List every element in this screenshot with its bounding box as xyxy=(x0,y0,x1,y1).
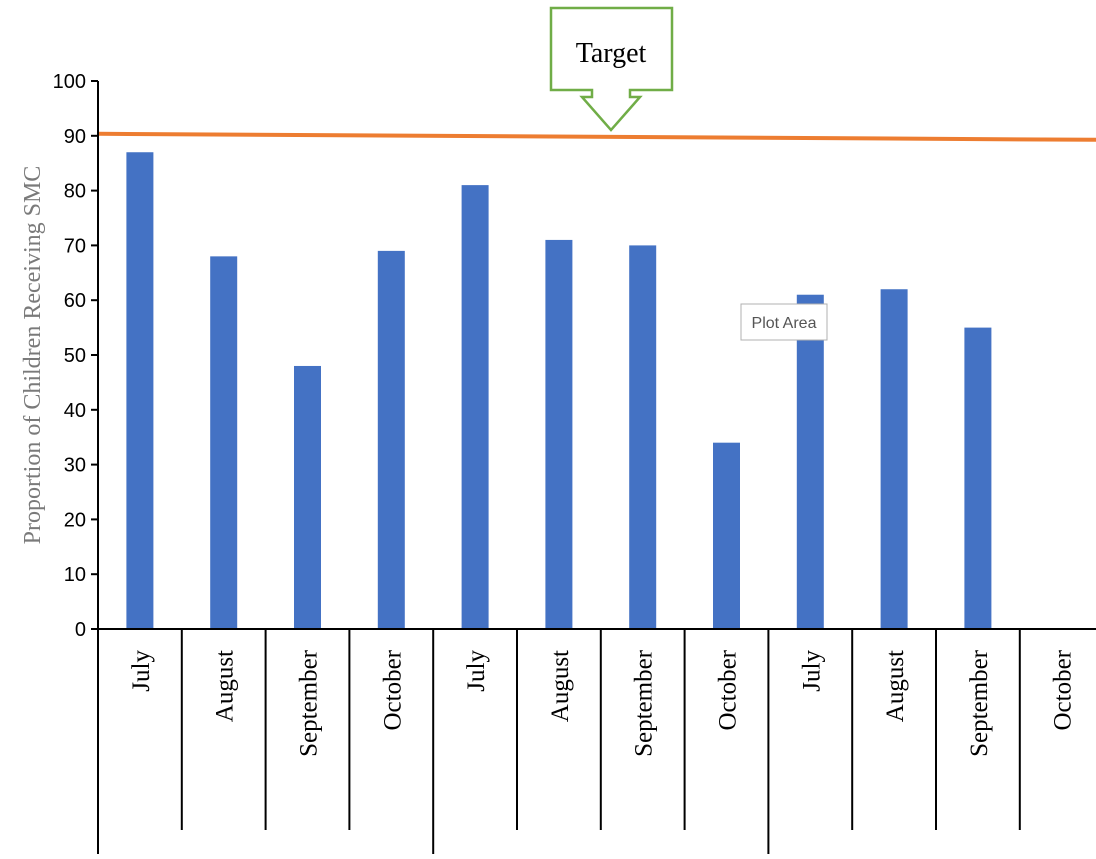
plot-area-tooltip-text: Plot Area xyxy=(752,315,817,332)
x-tick-label-october-12: October xyxy=(1050,649,1077,730)
x-tick-label-october-8: October xyxy=(715,649,742,730)
bar-september-11 xyxy=(964,327,992,629)
y-tick-label-50: 50 xyxy=(64,345,86,367)
y-tick-label-0: 0 xyxy=(75,619,86,641)
y-axis-label: Proportion of Children Receiving SMC xyxy=(20,166,46,545)
x-tick-label-october-4: October xyxy=(379,649,406,730)
y-tick-label-100: 100 xyxy=(53,71,86,93)
y-tick-label-70: 70 xyxy=(64,235,86,257)
y-tick-label-10: 10 xyxy=(64,564,86,586)
y-tick-label-90: 90 xyxy=(64,126,86,148)
plot-area-tooltip-box xyxy=(740,303,828,341)
bar-september-3 xyxy=(294,365,321,629)
x-tick-label-july-5: July xyxy=(463,650,490,692)
target-line xyxy=(97,131,1096,142)
x-tick-label-september-11: September xyxy=(966,649,993,757)
bar-july-5 xyxy=(461,185,489,629)
bars-layer xyxy=(126,152,992,630)
y-tick-label-80: 80 xyxy=(64,181,86,203)
target-callout: Target xyxy=(549,6,674,132)
y-tick-label-40: 40 xyxy=(64,400,86,422)
y-tick-labels: 0 10 20 30 40 50 60 70 80 90 100 xyxy=(53,71,86,641)
y-tick-label-20: 20 xyxy=(64,509,86,531)
y-tick-label-60: 60 xyxy=(64,290,86,312)
bar-september-7 xyxy=(629,245,657,629)
target-callout-shape xyxy=(549,6,674,132)
bar-august-6 xyxy=(545,239,573,630)
bar-august-2 xyxy=(210,256,238,629)
bar-october-8 xyxy=(713,442,740,629)
bar-october-4 xyxy=(377,250,405,629)
x-tick-label-august-2: August xyxy=(212,650,239,722)
bar-july-1 xyxy=(126,152,154,630)
x-tick-label-august-6: August xyxy=(547,650,574,722)
x-tick-label-july-1: July xyxy=(128,650,155,692)
target-layer xyxy=(97,131,1096,142)
x-tick-label-august-10: August xyxy=(882,650,909,722)
axis-layer xyxy=(91,80,1096,854)
bar-july-9 xyxy=(796,294,824,629)
target-label: Target xyxy=(576,38,647,69)
x-tick-label-september-3: September xyxy=(296,649,323,757)
plot-area-tooltip: Plot Area xyxy=(740,303,828,341)
x-category-labels: July August September October July August Sept… xyxy=(128,649,1077,757)
x-tick-label-september-7: September xyxy=(631,649,658,757)
x-tick-label-july-9: July xyxy=(798,650,825,692)
bar-august-10 xyxy=(880,289,908,629)
y-tick-label-30: 30 xyxy=(64,455,86,477)
